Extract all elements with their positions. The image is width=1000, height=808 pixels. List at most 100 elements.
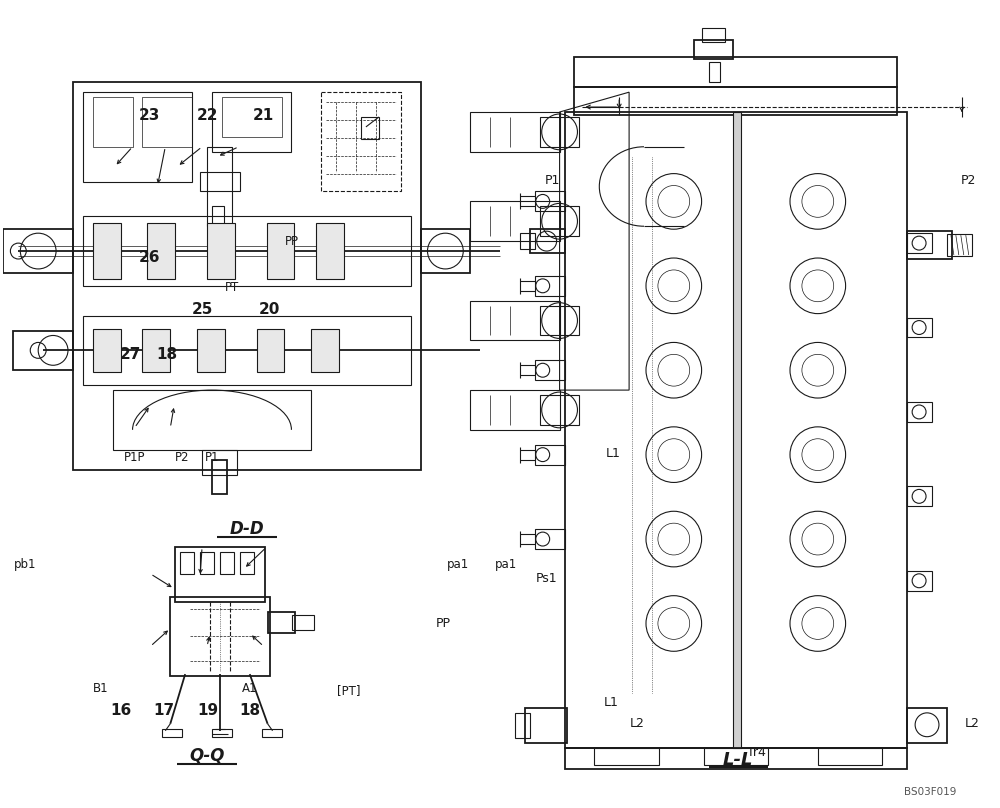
Text: 22: 22 <box>196 107 218 123</box>
Text: 20: 20 <box>259 302 280 317</box>
Bar <box>535 529 565 549</box>
Text: D-D: D-D <box>229 520 264 538</box>
Bar <box>594 747 659 765</box>
Text: PT: PT <box>225 281 239 294</box>
Bar <box>207 223 235 279</box>
Text: pa1: pa1 <box>495 558 517 571</box>
Bar <box>907 570 932 591</box>
Text: Ps1: Ps1 <box>536 572 558 586</box>
Text: P1P: P1P <box>124 451 145 465</box>
Bar <box>142 329 170 372</box>
Text: pb1: pb1 <box>14 558 37 571</box>
Bar <box>212 460 227 494</box>
Bar <box>162 729 182 737</box>
Text: P2: P2 <box>961 175 976 187</box>
Text: L2: L2 <box>964 717 979 730</box>
Bar <box>113 390 311 450</box>
Text: 18: 18 <box>239 703 260 718</box>
Text: [PT]: [PT] <box>337 684 361 697</box>
Bar <box>321 92 401 191</box>
Bar <box>574 87 897 115</box>
Bar <box>470 390 560 430</box>
Bar <box>694 40 733 59</box>
Bar <box>212 206 224 236</box>
Bar <box>947 234 972 256</box>
Bar <box>170 596 270 676</box>
Bar <box>257 329 284 372</box>
Bar <box>470 201 560 241</box>
Bar <box>704 747 768 765</box>
Bar <box>535 191 565 212</box>
Bar <box>574 57 897 87</box>
Text: Q-Q: Q-Q <box>189 747 225 764</box>
Text: P1: P1 <box>545 175 560 187</box>
Text: L-L: L-L <box>723 751 754 768</box>
Text: L1: L1 <box>604 696 619 709</box>
Bar <box>267 223 294 279</box>
Bar <box>197 329 225 372</box>
Text: 16: 16 <box>110 703 131 718</box>
Bar <box>702 27 725 41</box>
Bar <box>142 97 192 147</box>
Text: pa1: pa1 <box>447 558 469 571</box>
Text: 23: 23 <box>139 107 160 123</box>
Bar <box>268 612 295 633</box>
Text: L1: L1 <box>606 448 621 461</box>
Bar <box>93 97 133 147</box>
Bar <box>202 450 237 474</box>
Bar <box>262 729 282 737</box>
Bar <box>530 229 565 253</box>
Text: 27: 27 <box>120 347 141 362</box>
Text: 18: 18 <box>157 347 178 362</box>
Text: PP: PP <box>284 235 298 248</box>
Bar <box>207 147 232 226</box>
Bar <box>733 112 741 747</box>
Bar <box>73 82 421 469</box>
Bar <box>421 229 470 273</box>
Text: L2: L2 <box>630 717 644 730</box>
Bar <box>540 395 579 425</box>
Bar <box>535 276 565 296</box>
Bar <box>470 301 560 340</box>
Bar <box>540 206 579 236</box>
Text: 25: 25 <box>191 302 213 317</box>
Bar <box>292 615 314 630</box>
Bar <box>147 223 175 279</box>
Bar <box>212 92 291 152</box>
Bar <box>311 329 339 372</box>
Bar <box>818 747 882 765</box>
Bar <box>180 552 194 574</box>
Text: Tr4: Tr4 <box>747 746 766 759</box>
Text: 26: 26 <box>139 250 160 266</box>
Bar <box>200 171 240 191</box>
Bar <box>565 747 907 769</box>
Text: P1: P1 <box>205 451 219 465</box>
Bar <box>709 62 720 82</box>
Bar <box>175 547 265 602</box>
Bar <box>212 729 232 737</box>
Bar <box>565 112 907 747</box>
Bar <box>907 402 932 422</box>
Bar <box>907 708 947 743</box>
Bar <box>907 486 932 507</box>
Bar <box>535 444 565 465</box>
Text: 17: 17 <box>154 703 175 718</box>
Bar <box>540 305 579 335</box>
Bar <box>535 360 565 381</box>
Bar <box>3 229 73 273</box>
Text: BS03F019: BS03F019 <box>904 787 957 797</box>
Bar <box>907 234 932 253</box>
Bar <box>200 552 214 574</box>
Text: 19: 19 <box>197 703 219 718</box>
Bar <box>93 223 121 279</box>
Bar <box>83 92 192 182</box>
Bar <box>525 708 567 743</box>
Bar <box>907 318 932 338</box>
Bar <box>240 552 254 574</box>
Bar <box>93 329 121 372</box>
Bar <box>83 316 411 385</box>
Bar <box>220 552 234 574</box>
Bar <box>470 112 560 152</box>
Bar <box>515 713 530 738</box>
Text: P2: P2 <box>175 451 189 465</box>
